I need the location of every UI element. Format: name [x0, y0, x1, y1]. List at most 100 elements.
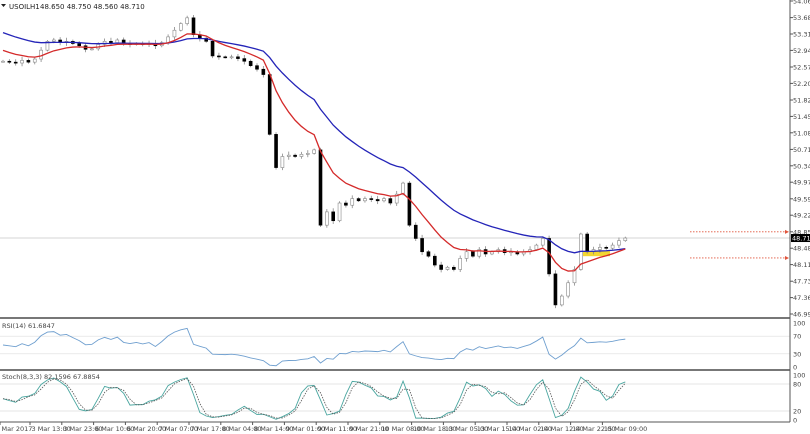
candle — [217, 52, 221, 60]
price-tick-label: 46.995 — [793, 311, 810, 319]
candle-body — [375, 199, 380, 202]
candle — [388, 196, 393, 206]
candle — [280, 153, 285, 171]
time-tick-label: 6 Mar 20:00 — [127, 425, 166, 433]
price-tick-label: 51.085 — [793, 129, 810, 137]
candle-body — [572, 269, 577, 284]
stoch-tick-label: 100 — [793, 372, 805, 380]
candle-body — [407, 182, 412, 226]
candle — [547, 235, 551, 277]
price-tick-label: 53.685 — [793, 14, 810, 22]
candle — [13, 59, 18, 66]
candle — [261, 65, 266, 78]
candle — [540, 236, 545, 247]
candle — [248, 59, 253, 68]
price-tick-label: 47.365 — [793, 294, 810, 302]
ohlc-readout: 48.650 48.750 48.560 48.710 — [40, 3, 145, 11]
candle-body — [1, 60, 5, 63]
candle — [58, 37, 62, 46]
level-arrow-icon — [785, 255, 789, 260]
candle-body — [229, 56, 234, 59]
candle — [350, 195, 355, 209]
candle — [236, 53, 240, 62]
time-tick-label: 14 Mar 02:00 — [509, 425, 552, 433]
candle-body — [7, 60, 12, 63]
candle-body — [286, 154, 291, 157]
candle-body — [299, 153, 304, 157]
candle-body — [394, 193, 399, 204]
candle — [185, 15, 189, 26]
candle — [432, 253, 437, 268]
price-tick-label: 53.315 — [793, 31, 810, 39]
candle-body — [401, 182, 405, 195]
candle-body — [477, 249, 482, 257]
candle-body — [432, 255, 437, 266]
candle — [559, 294, 564, 307]
candle-body — [344, 202, 348, 206]
candle — [242, 54, 247, 65]
candle-body — [77, 43, 81, 47]
price-tick-label: 49.970 — [793, 179, 810, 187]
highlight-box — [583, 250, 610, 257]
candle-body — [426, 251, 431, 257]
candle — [172, 27, 177, 40]
candle — [312, 148, 316, 155]
price-tick-label: 52.945 — [793, 47, 810, 55]
candle-body — [547, 238, 551, 275]
candle-body — [13, 61, 18, 64]
price-panel[interactable] — [0, 14, 790, 309]
candle — [363, 196, 367, 203]
candle-body — [559, 295, 564, 306]
price-tick-label: 54.060 — [793, 0, 810, 6]
candle — [318, 147, 323, 228]
candle — [572, 266, 577, 286]
price-tick-label: 52.570 — [793, 64, 810, 72]
candle-body — [210, 41, 215, 57]
candle-body — [267, 74, 272, 135]
candle — [179, 22, 183, 32]
candle — [445, 265, 450, 271]
dropdown-triangle-icon[interactable] — [1, 4, 6, 7]
candle-body — [172, 29, 177, 38]
candle — [293, 153, 297, 159]
price-tick-label: 50.710 — [793, 146, 810, 154]
candle-body — [553, 273, 558, 306]
rsi-tick-label: 30 — [793, 350, 801, 358]
stoch-panel[interactable] — [0, 376, 790, 420]
candle-body — [191, 17, 196, 35]
candle-body — [420, 238, 424, 253]
candle — [210, 38, 215, 59]
time-tick-label: 10 Mar 18:00 — [413, 425, 456, 433]
candle-body — [255, 65, 259, 70]
time-tick-label: 9 Mar 11:00 — [318, 425, 357, 433]
rsi-panel[interactable] — [0, 327, 790, 367]
candle-body — [540, 238, 545, 246]
price-tick-label: 48.480 — [793, 245, 810, 253]
candle — [337, 201, 342, 223]
candle — [229, 54, 234, 60]
time-tick-label: Mar 2017 — [2, 425, 33, 433]
candle — [331, 208, 336, 224]
candle-body — [490, 251, 494, 255]
price-tick-label: 48.850 — [793, 228, 810, 236]
rsi-tick-label: 100 — [793, 320, 805, 328]
candle-body — [337, 202, 342, 222]
time-tick-label: 7 Mar 17:00 — [191, 425, 230, 433]
time-tick-label: 15 Mar 09:00 — [604, 425, 647, 433]
candle — [204, 36, 208, 43]
candle-body — [90, 48, 94, 51]
candle — [26, 58, 31, 64]
time-tick-label: 9 Mar 01:00 — [286, 425, 325, 433]
candle-body — [617, 240, 621, 246]
candle — [356, 197, 361, 203]
candle-body — [369, 198, 374, 200]
candle — [325, 209, 329, 228]
candle-body — [471, 251, 475, 257]
current-price-box — [791, 234, 810, 243]
candle-body — [236, 56, 240, 59]
candle-body — [45, 41, 50, 51]
candle-body — [51, 39, 56, 42]
time-tick-label: 6 Mar 10:00 — [95, 425, 134, 433]
